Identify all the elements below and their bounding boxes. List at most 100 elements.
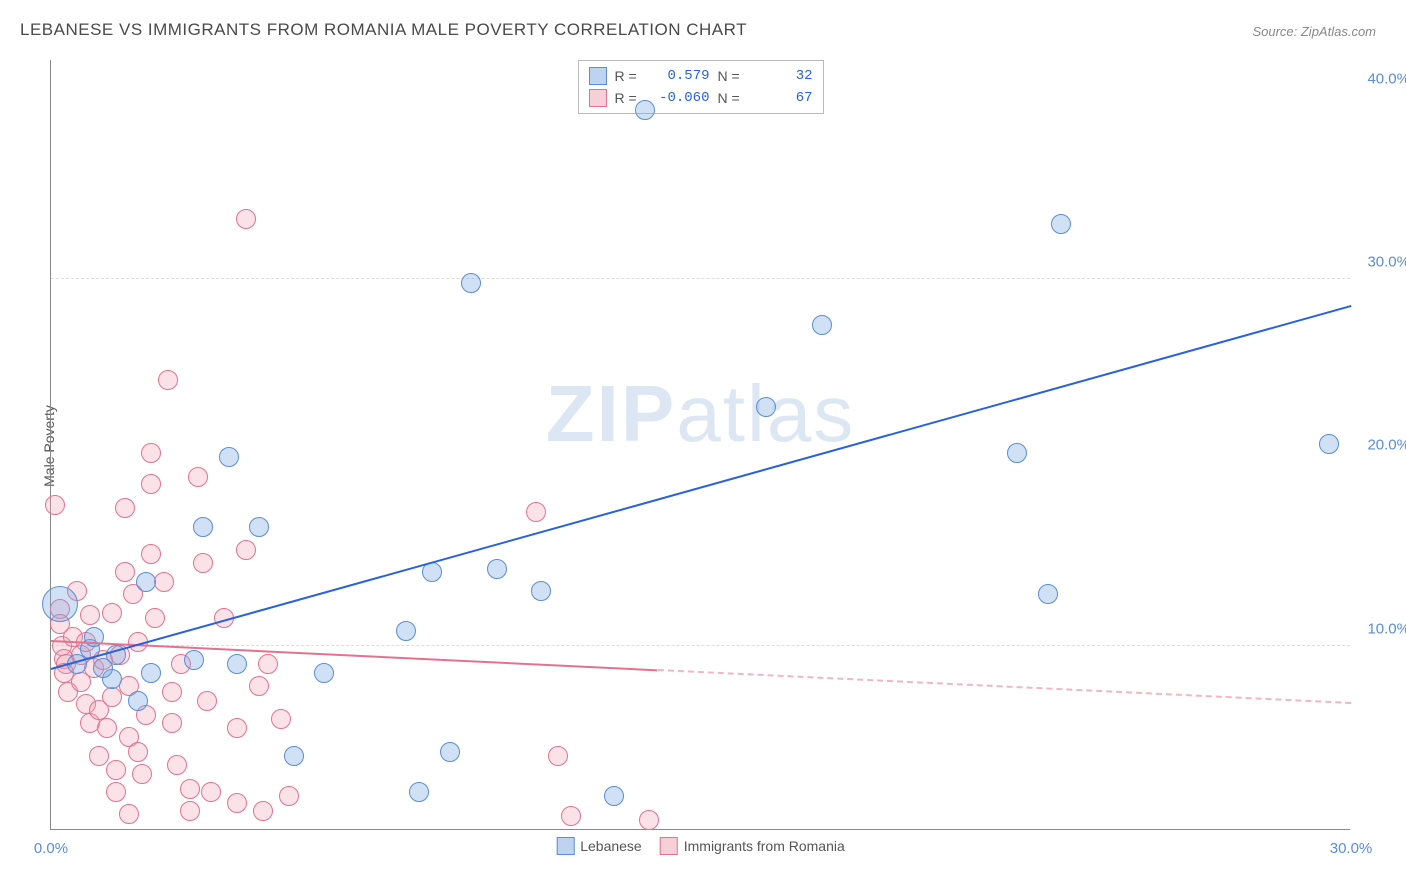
r-value-romania: -0.060 bbox=[655, 90, 710, 106]
data-point bbox=[180, 779, 200, 799]
data-point bbox=[93, 658, 113, 678]
data-point bbox=[409, 782, 429, 802]
data-point bbox=[1051, 214, 1071, 234]
data-point bbox=[440, 742, 460, 762]
trend-line bbox=[658, 669, 1351, 704]
data-point bbox=[184, 650, 204, 670]
data-point bbox=[461, 273, 481, 293]
legend-label-lebanese: Lebanese bbox=[580, 838, 642, 854]
data-point bbox=[197, 691, 217, 711]
data-point bbox=[141, 663, 161, 683]
swatch-blue-icon bbox=[556, 837, 574, 855]
data-point bbox=[119, 804, 139, 824]
data-point bbox=[271, 709, 291, 729]
data-point bbox=[1319, 434, 1339, 454]
trend-line bbox=[51, 305, 1352, 670]
x-tick-label: 30.0% bbox=[1330, 840, 1373, 857]
source-label: Source: ZipAtlas.com bbox=[1252, 24, 1376, 39]
data-point bbox=[136, 572, 156, 592]
data-point bbox=[284, 746, 304, 766]
data-point bbox=[145, 608, 165, 628]
y-tick-label: 10.0% bbox=[1367, 620, 1406, 637]
n-value-romania: 67 bbox=[758, 90, 813, 106]
legend-label-romania: Immigrants from Romania bbox=[684, 838, 845, 854]
data-point bbox=[227, 793, 247, 813]
data-point bbox=[639, 810, 659, 830]
data-point bbox=[1038, 584, 1058, 604]
data-point bbox=[227, 718, 247, 738]
data-point bbox=[193, 517, 213, 537]
data-point bbox=[561, 806, 581, 826]
data-point bbox=[279, 786, 299, 806]
chart-title: LEBANESE VS IMMIGRANTS FROM ROMANIA MALE… bbox=[20, 20, 747, 40]
gridline bbox=[51, 278, 1350, 279]
r-label: R = bbox=[615, 68, 647, 84]
watermark: ZIPatlas bbox=[546, 368, 855, 460]
data-point bbox=[102, 687, 122, 707]
data-point bbox=[141, 474, 161, 494]
data-point bbox=[548, 746, 568, 766]
data-point bbox=[1007, 443, 1027, 463]
data-point bbox=[45, 495, 65, 515]
data-point bbox=[141, 443, 161, 463]
data-point bbox=[158, 370, 178, 390]
data-point bbox=[812, 315, 832, 335]
y-tick-label: 30.0% bbox=[1367, 254, 1406, 271]
swatch-pink-icon bbox=[660, 837, 678, 855]
data-point bbox=[193, 553, 213, 573]
data-point bbox=[531, 581, 551, 601]
n-label: N = bbox=[718, 68, 750, 84]
data-point bbox=[128, 742, 148, 762]
watermark-zip: ZIP bbox=[546, 369, 676, 458]
swatch-pink-icon bbox=[589, 89, 607, 107]
legend-series: Lebanese Immigrants from Romania bbox=[556, 837, 845, 855]
data-point bbox=[188, 467, 208, 487]
gridline bbox=[51, 645, 1350, 646]
data-point bbox=[201, 782, 221, 802]
data-point bbox=[89, 746, 109, 766]
data-point bbox=[180, 801, 200, 821]
data-point bbox=[154, 572, 174, 592]
data-point bbox=[102, 603, 122, 623]
data-point bbox=[42, 586, 78, 622]
data-point bbox=[756, 397, 776, 417]
data-point bbox=[219, 447, 239, 467]
legend-row-romania: R = -0.060 N = 67 bbox=[589, 87, 813, 109]
n-label: N = bbox=[718, 90, 750, 106]
r-value-lebanese: 0.579 bbox=[655, 68, 710, 84]
data-point bbox=[162, 682, 182, 702]
data-point bbox=[97, 718, 117, 738]
data-point bbox=[141, 544, 161, 564]
data-point bbox=[249, 517, 269, 537]
data-point bbox=[236, 540, 256, 560]
legend-item-romania: Immigrants from Romania bbox=[660, 837, 845, 855]
data-point bbox=[106, 760, 126, 780]
data-point bbox=[253, 801, 273, 821]
data-point bbox=[132, 764, 152, 784]
data-point bbox=[635, 100, 655, 120]
swatch-blue-icon bbox=[589, 67, 607, 85]
data-point bbox=[314, 663, 334, 683]
y-tick-label: 40.0% bbox=[1367, 70, 1406, 87]
data-point bbox=[115, 498, 135, 518]
x-tick-label: 0.0% bbox=[34, 840, 68, 857]
data-point bbox=[167, 755, 187, 775]
legend-correlation: R = 0.579 N = 32 R = -0.060 N = 67 bbox=[578, 60, 824, 114]
data-point bbox=[115, 562, 135, 582]
data-point bbox=[128, 691, 148, 711]
data-point bbox=[526, 502, 546, 522]
plot-area: ZIPatlas R = 0.579 N = 32 R = -0.060 N =… bbox=[50, 60, 1350, 830]
y-tick-label: 20.0% bbox=[1367, 437, 1406, 454]
n-value-lebanese: 32 bbox=[758, 68, 813, 84]
data-point bbox=[236, 209, 256, 229]
data-point bbox=[396, 621, 416, 641]
legend-item-lebanese: Lebanese bbox=[556, 837, 642, 855]
data-point bbox=[249, 676, 269, 696]
data-point bbox=[258, 654, 278, 674]
legend-row-lebanese: R = 0.579 N = 32 bbox=[589, 65, 813, 87]
data-point bbox=[227, 654, 247, 674]
data-point bbox=[162, 713, 182, 733]
data-point bbox=[487, 559, 507, 579]
data-point bbox=[604, 786, 624, 806]
data-point bbox=[80, 605, 100, 625]
